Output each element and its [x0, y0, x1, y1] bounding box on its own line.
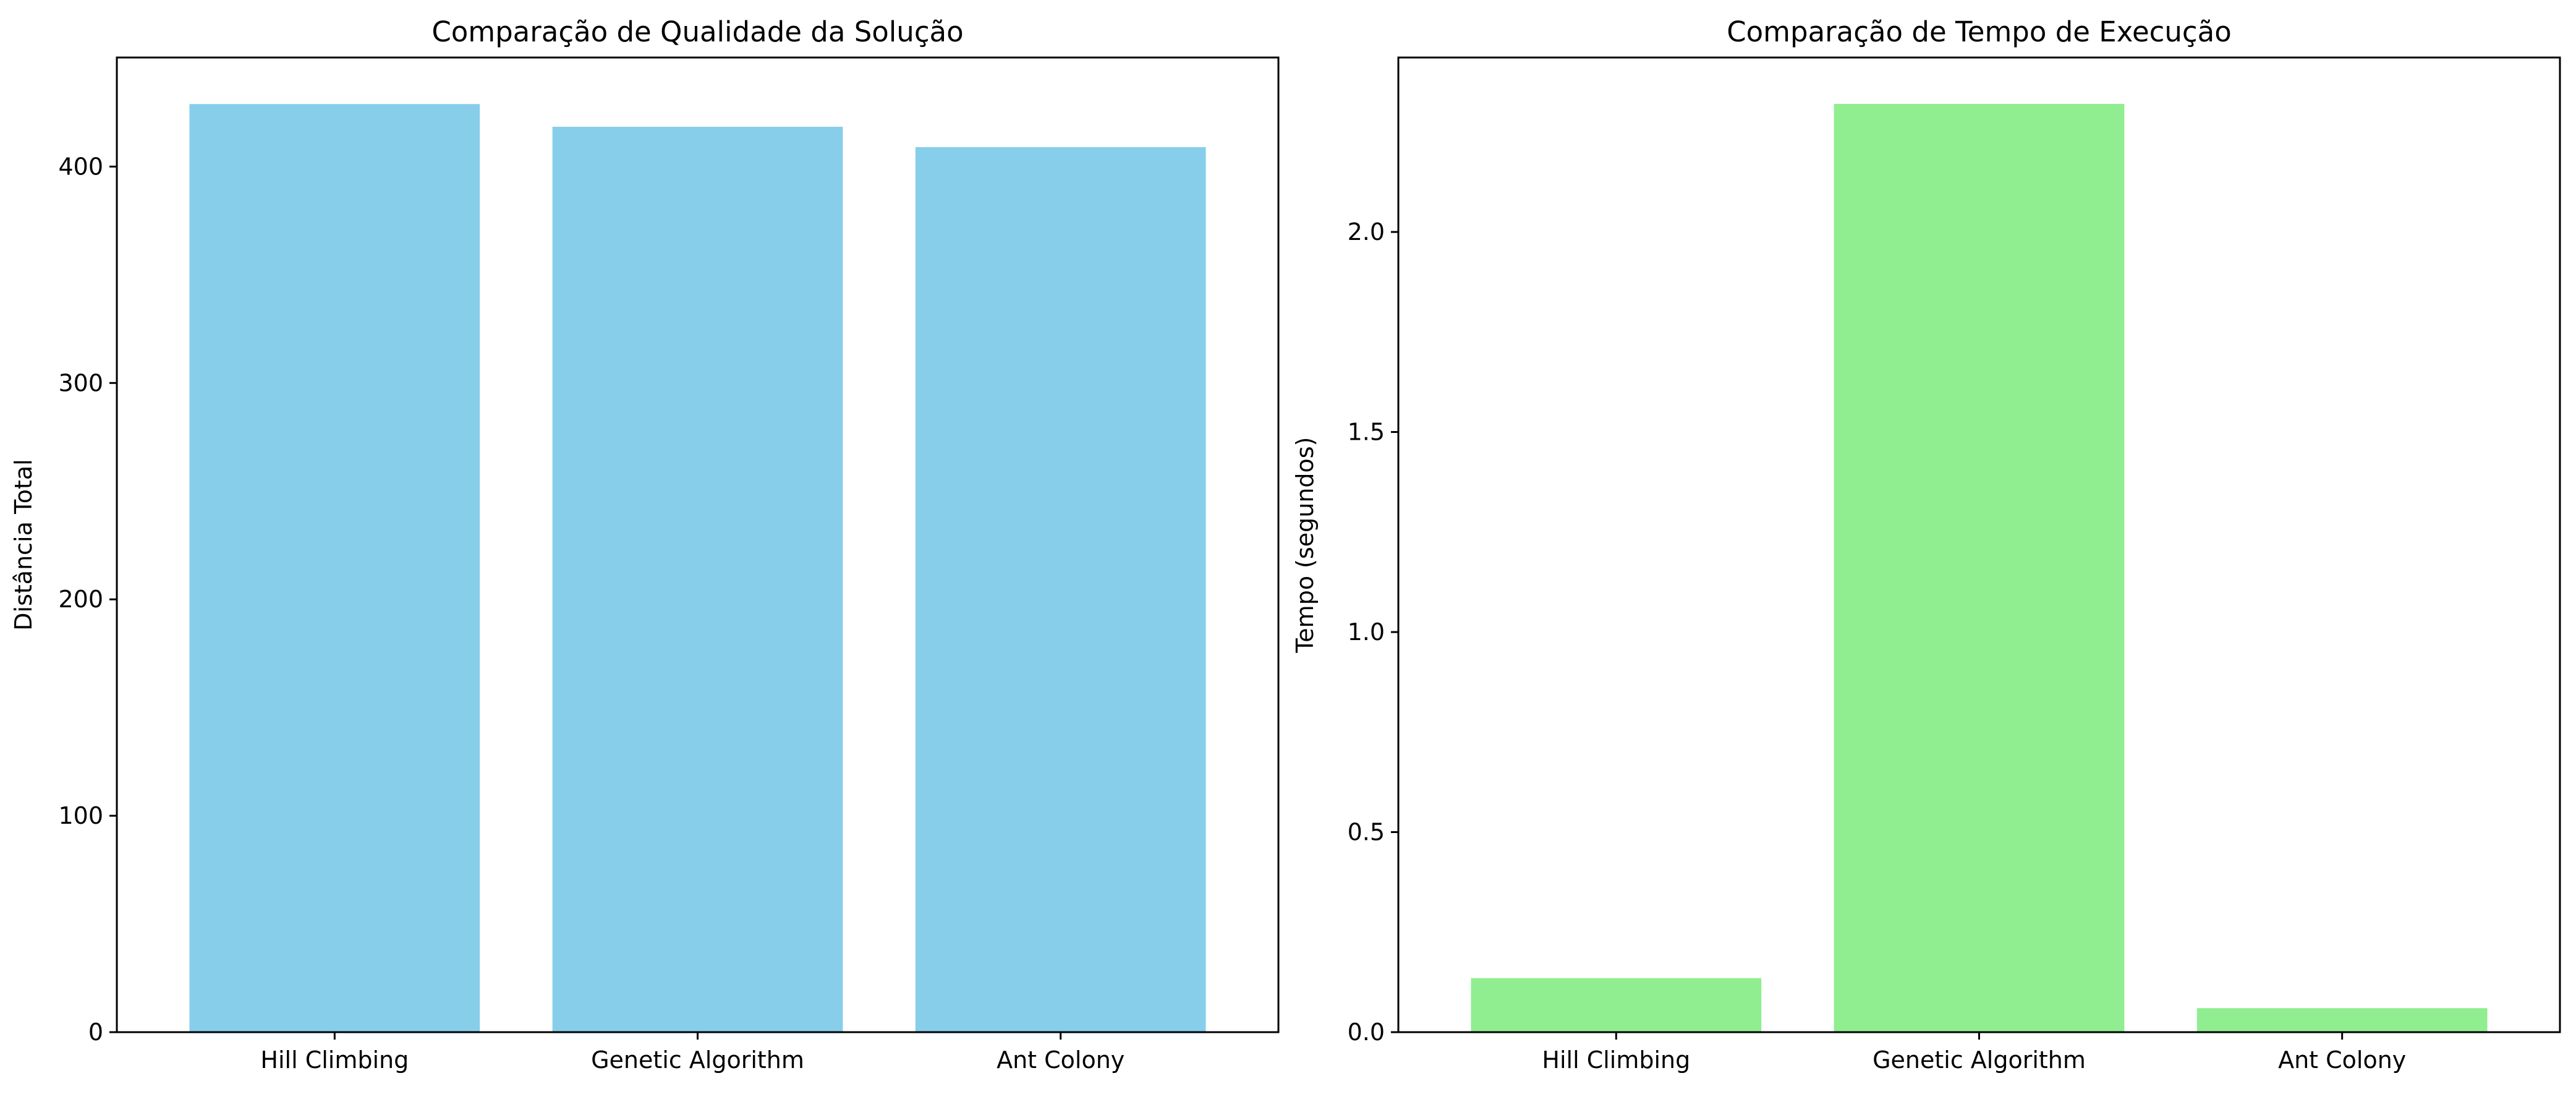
time-chart-x-ticks: Hill Climbing Genetic Algorithm Ant Colony [1542, 1032, 2406, 1074]
time-chart-y-axis-label: Tempo (segundos) [1291, 437, 1319, 654]
time-chart-plot-frame [1397, 56, 2561, 1033]
time-chart-y-tick-label: 0.0 [1348, 1019, 1385, 1046]
quality-chart-bars [189, 104, 1206, 1033]
time-chart-x-tick-label: Ant Colony [2278, 1046, 2406, 1074]
time-chart-x-tick-label: Hill Climbing [1542, 1046, 1690, 1074]
quality-chart-bar [552, 126, 843, 1033]
quality-chart-x-tick-label: Genetic Algorithm [591, 1046, 804, 1074]
time-chart-y-tick-label: 2.0 [1348, 218, 1385, 246]
time-chart-y-tick-label: 1.0 [1348, 618, 1385, 646]
quality-chart-x-ticks: Hill Climbing Genetic Algorithm Ant Colony [260, 1032, 1124, 1074]
time-chart: Comparação de Tempo de Execução Tempo (s… [1291, 15, 2561, 1074]
quality-chart-y-tick-label: 300 [58, 369, 103, 396]
quality-chart-title: Comparação de Qualidade da Solução [431, 15, 963, 48]
time-chart-bar [1471, 978, 1762, 1032]
quality-chart-y-tick-label: 400 [58, 153, 103, 180]
time-chart-x-tick-label: Genetic Algorithm [1872, 1046, 2086, 1074]
quality-chart: Comparação de Qualidade da Solução Distâ… [10, 15, 1280, 1074]
time-chart-title: Comparação de Tempo de Execução [1727, 15, 2232, 48]
quality-chart-y-axis-label: Distância Total [10, 459, 37, 630]
quality-chart-x-tick-label: Ant Colony [997, 1046, 1124, 1074]
time-chart-y-ticks: 0.0 0.5 1.0 1.5 2.0 [1348, 218, 1398, 1046]
quality-chart-y-tick-label: 200 [58, 586, 103, 613]
quality-chart-y-tick-label: 0 [88, 1019, 103, 1046]
quality-chart-y-ticks: 0 100 200 300 400 [58, 153, 117, 1046]
quality-chart-bar [915, 147, 1206, 1032]
quality-chart-x-tick-label: Hill Climbing [260, 1046, 409, 1074]
time-chart-bars [1471, 104, 2488, 1033]
time-chart-y-tick-label: 0.5 [1348, 819, 1385, 846]
time-chart-bar [2196, 1008, 2488, 1032]
quality-chart-bar [189, 104, 480, 1032]
time-chart-bar [1834, 104, 2125, 1033]
quality-chart-plot-frame [116, 56, 1280, 1033]
time-chart-y-tick-label: 1.5 [1348, 419, 1385, 446]
quality-chart-y-tick-label: 100 [58, 802, 103, 829]
